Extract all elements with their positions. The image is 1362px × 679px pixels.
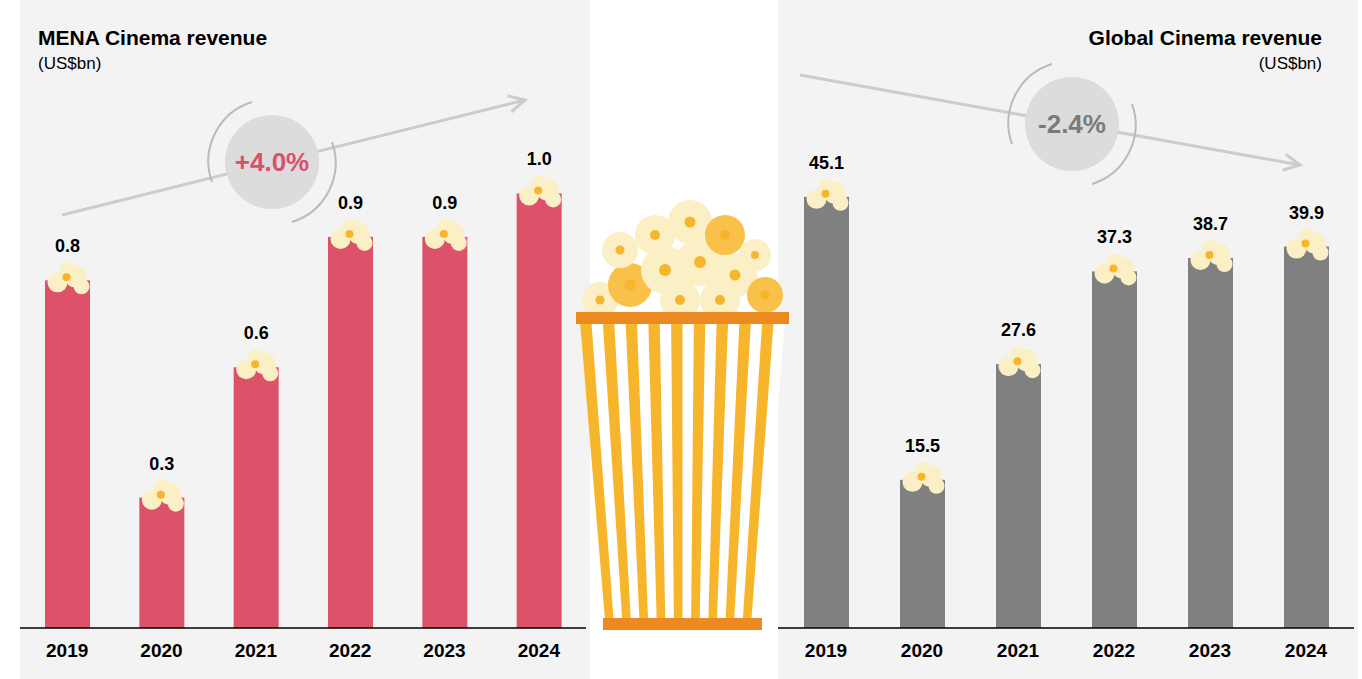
html-text:(US$bn): (US$bn)	[38, 54, 102, 73]
svg-text:0.6: 0.6	[244, 323, 269, 343]
svg-text:2020: 2020	[901, 640, 943, 661]
svg-text:-2.4%: -2.4%	[1038, 109, 1106, 139]
svg-text:45.1: 45.1	[809, 153, 844, 173]
svg-text:2019: 2019	[46, 640, 88, 661]
svg-text:2023: 2023	[1189, 640, 1231, 661]
svg-text:27.6: 27.6	[1001, 320, 1036, 340]
html-text:MENA Cinema revenue: MENA Cinema revenue	[38, 26, 268, 49]
svg-text:2023: 2023	[423, 640, 465, 661]
html-text:Global Cinema revenue: Global Cinema revenue	[1088, 26, 1322, 49]
svg-text:2021: 2021	[997, 640, 1040, 661]
svg-text:2022: 2022	[329, 640, 371, 661]
svg-text:2024: 2024	[1285, 640, 1328, 661]
svg-text:2024: 2024	[518, 640, 561, 661]
svg-text:39.9: 39.9	[1289, 203, 1324, 223]
svg-text:+4.0%: +4.0%	[235, 147, 309, 177]
svg-text:2020: 2020	[140, 640, 182, 661]
svg-text:38.7: 38.7	[1193, 214, 1228, 234]
svg-text:2021: 2021	[235, 640, 278, 661]
svg-text:15.5: 15.5	[905, 436, 940, 456]
svg-text:0.3: 0.3	[149, 454, 174, 474]
html-text:(US$bn): (US$bn)	[1258, 54, 1322, 73]
svg-text:2022: 2022	[1093, 640, 1135, 661]
svg-text:1.0: 1.0	[527, 149, 552, 169]
svg-text:0.9: 0.9	[432, 193, 457, 213]
svg-text:2019: 2019	[805, 640, 847, 661]
svg-text:0.8: 0.8	[55, 236, 80, 256]
svg-text:37.3: 37.3	[1097, 227, 1132, 247]
svg-text:0.9: 0.9	[338, 193, 363, 213]
